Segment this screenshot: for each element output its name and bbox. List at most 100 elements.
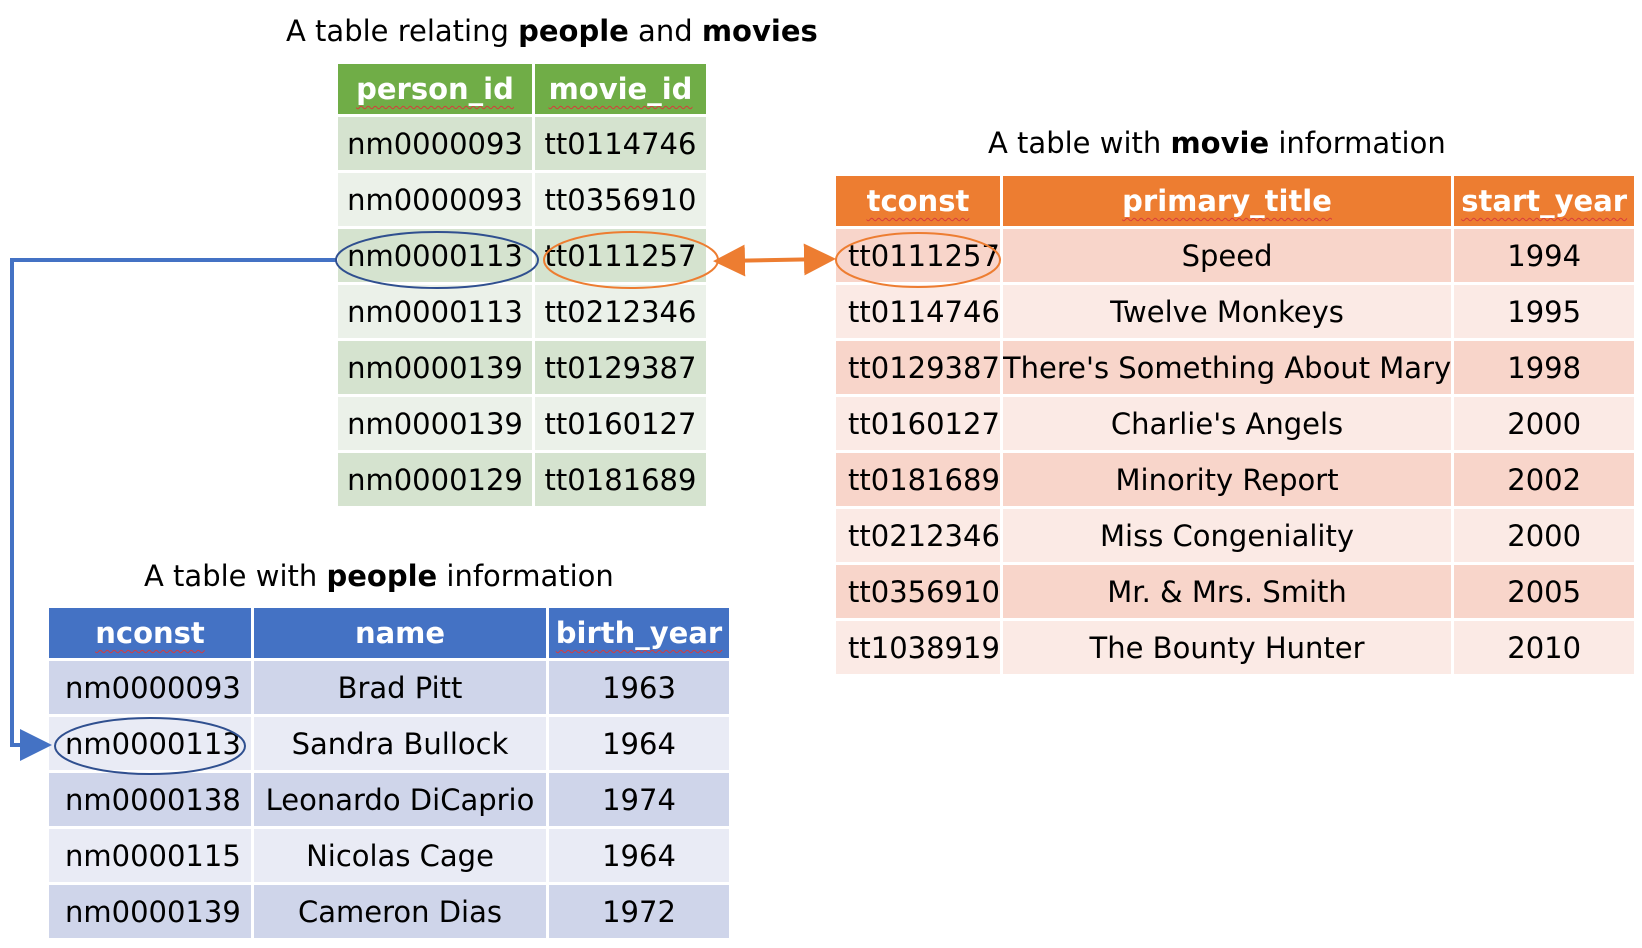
cell-name: Cameron Dias: [254, 885, 546, 938]
cell-nconst: nm0000138: [49, 773, 251, 826]
caption-bold-movie: movie: [1170, 126, 1269, 160]
table-row: nm0000113 tt0111257: [338, 229, 706, 282]
caption-text: A table relating: [286, 14, 518, 48]
cell-year: 2010: [1454, 621, 1634, 674]
cell-movie-id: tt0160127: [535, 397, 706, 450]
cell-nconst: nm0000093: [49, 661, 251, 714]
cell-title: There's Something About Mary: [1003, 341, 1451, 394]
table-row: nm0000138 Leonardo DiCaprio 1974: [49, 773, 729, 826]
caption-bold-people: people: [326, 559, 437, 593]
cell-name: Leonardo DiCaprio: [254, 773, 546, 826]
cell-person-id: nm0000113: [338, 229, 532, 282]
movie-table: tconst primary_title start_year tt011125…: [833, 173, 1637, 677]
caption-bold-movies: movies: [702, 14, 818, 48]
table-row: tt0212346 Miss Congeniality 2000: [836, 509, 1634, 562]
cell-tconst: tt0181689: [836, 453, 1000, 506]
table-row: nm0000093 Brad Pitt 1963: [49, 661, 729, 714]
cell-birth-year: 1974: [549, 773, 729, 826]
table-row: nm0000139 tt0129387: [338, 341, 706, 394]
cell-title: Twelve Monkeys: [1003, 285, 1451, 338]
cell-person-id: nm0000113: [338, 285, 532, 338]
cell-person-id: nm0000093: [338, 117, 532, 170]
cell-title: Miss Congeniality: [1003, 509, 1451, 562]
table-header-row: person_id movie_id: [338, 64, 706, 114]
table-row: tt1038919 The Bounty Hunter 2010: [836, 621, 1634, 674]
cell-nconst: nm0000113: [49, 717, 251, 770]
table-row: tt0111257 Speed 1994: [836, 229, 1634, 282]
cell-year: 1998: [1454, 341, 1634, 394]
movie-link-arrow: [721, 259, 828, 261]
cell-birth-year: 1972: [549, 885, 729, 938]
header-person-id: person_id: [338, 64, 532, 114]
cell-tconst: tt0356910: [836, 565, 1000, 618]
table-row: nm0000129 tt0181689: [338, 453, 706, 506]
cell-tconst: tt0111257: [836, 229, 1000, 282]
cell-person-id: nm0000129: [338, 453, 532, 506]
cell-title: Mr. & Mrs. Smith: [1003, 565, 1451, 618]
caption-bold-people: people: [518, 14, 629, 48]
table-row: nm0000115 Nicolas Cage 1964: [49, 829, 729, 882]
cell-movie-id: tt0114746: [535, 117, 706, 170]
cell-person-id: nm0000139: [338, 341, 532, 394]
table-row: tt0129387 There's Something About Mary 199…: [836, 341, 1634, 394]
caption-text: information: [437, 559, 614, 593]
cell-name: Nicolas Cage: [254, 829, 546, 882]
cell-person-id: nm0000093: [338, 173, 532, 226]
cell-title: Speed: [1003, 229, 1451, 282]
cell-tconst: tt1038919: [836, 621, 1000, 674]
header-start-year: start_year: [1454, 176, 1634, 226]
cell-tconst: tt0212346: [836, 509, 1000, 562]
cell-tconst: tt0160127: [836, 397, 1000, 450]
cell-movie-id: tt0212346: [535, 285, 706, 338]
header-nconst: nconst: [49, 608, 251, 658]
table-header-row: nconst name birth_year: [49, 608, 729, 658]
cell-nconst: nm0000139: [49, 885, 251, 938]
cell-person-id: nm0000139: [338, 397, 532, 450]
cell-movie-id: tt0181689: [535, 453, 706, 506]
cell-birth-year: 1964: [549, 829, 729, 882]
header-primary-title: primary_title: [1003, 176, 1451, 226]
header-name: name: [254, 608, 546, 658]
cell-year: 2000: [1454, 509, 1634, 562]
cell-movie-id: tt0111257: [535, 229, 706, 282]
movie-table-caption: A table with movie information: [988, 126, 1446, 160]
cell-birth-year: 1964: [549, 717, 729, 770]
table-row: nm0000139 tt0160127: [338, 397, 706, 450]
cell-tconst: tt0114746: [836, 285, 1000, 338]
caption-text: information: [1269, 126, 1446, 160]
header-tconst: tconst: [836, 176, 1000, 226]
cell-movie-id: tt0356910: [535, 173, 706, 226]
table-header-row: tconst primary_title start_year: [836, 176, 1634, 226]
table-row: tt0114746 Twelve Monkeys 1995: [836, 285, 1634, 338]
caption-text: A table with: [988, 126, 1170, 160]
cell-title: Minority Report: [1003, 453, 1451, 506]
cell-year: 2002: [1454, 453, 1634, 506]
cell-name: Sandra Bullock: [254, 717, 546, 770]
cell-title: Charlie's Angels: [1003, 397, 1451, 450]
header-birth-year: birth_year: [549, 608, 729, 658]
relation-table-caption: A table relating people and movies: [286, 14, 818, 48]
cell-title: The Bounty Hunter: [1003, 621, 1451, 674]
people-table-caption: A table with people information: [144, 559, 614, 593]
cell-year: 1994: [1454, 229, 1634, 282]
cell-year: 2005: [1454, 565, 1634, 618]
caption-text: and: [629, 14, 702, 48]
table-row: nm0000093 tt0114746: [338, 117, 706, 170]
cell-movie-id: tt0129387: [535, 341, 706, 394]
people-table: nconst name birth_year nm0000093 Brad Pit…: [46, 605, 732, 941]
table-row: nm0000139 Cameron Dias 1972: [49, 885, 729, 938]
cell-year: 2000: [1454, 397, 1634, 450]
cell-year: 1995: [1454, 285, 1634, 338]
table-row: nm0000093 tt0356910: [338, 173, 706, 226]
table-row: tt0160127 Charlie's Angels 2000: [836, 397, 1634, 450]
table-row: tt0356910 Mr. & Mrs. Smith 2005: [836, 565, 1634, 618]
header-movie-id: movie_id: [535, 64, 706, 114]
cell-tconst: tt0129387: [836, 341, 1000, 394]
table-row: nm0000113 tt0212346: [338, 285, 706, 338]
cell-nconst: nm0000115: [49, 829, 251, 882]
relation-table: person_id movie_id nm0000093 tt0114746 nm…: [335, 61, 709, 509]
table-row: nm0000113 Sandra Bullock 1964: [49, 717, 729, 770]
caption-text: A table with: [144, 559, 326, 593]
cell-name: Brad Pitt: [254, 661, 546, 714]
table-row: tt0181689 Minority Report 2002: [836, 453, 1634, 506]
